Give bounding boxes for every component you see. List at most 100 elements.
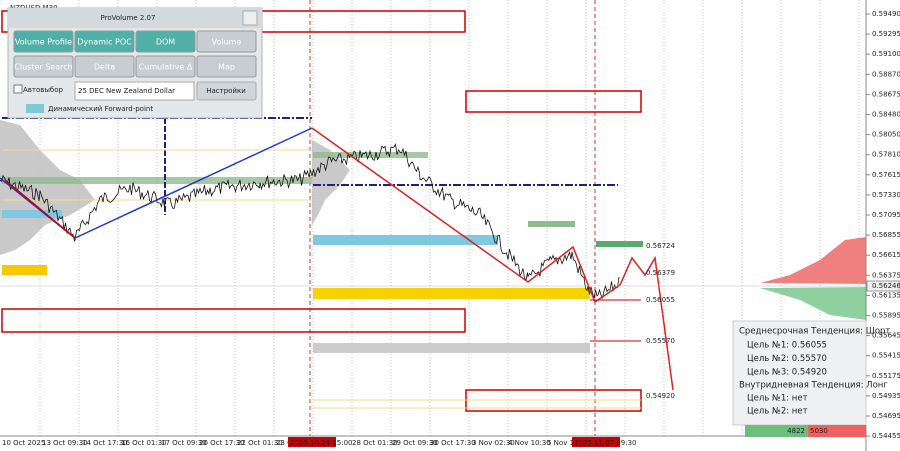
settings-button[interactable] (196, 81, 257, 101)
instrument-select[interactable] (74, 81, 195, 101)
cursor-time: 2025.10.24 15:00 (290, 439, 352, 447)
checkbox[interactable] (13, 84, 23, 94)
auto-label: Автовыбор (23, 86, 64, 94)
panel-button[interactable] (74, 30, 135, 53)
zone (596, 241, 643, 247)
target-label: Цель №1: 0.56055 (747, 341, 827, 351)
target-label: Цель №2: 0.55570 (747, 354, 827, 364)
cursor-time-box (572, 437, 620, 447)
volume-profile (0, 120, 350, 255)
panel-button-label: Dynamic POC (77, 38, 132, 47)
panel-button-label: Map (218, 63, 235, 72)
volume-sell (808, 425, 866, 437)
panel-button-label: Cluster Search (14, 63, 72, 72)
price-label: 0.56615 (872, 251, 900, 259)
zone (313, 343, 590, 353)
target-label: Цель №1: нет (747, 394, 808, 404)
zone (313, 152, 428, 158)
time-label: 22 Oct 01:30 (237, 439, 283, 447)
panel-button[interactable] (196, 30, 257, 53)
close-button[interactable] (242, 10, 258, 26)
time-label: 28 Oct 01:30 (352, 439, 398, 447)
volume-sell-label: 5030 (810, 427, 828, 435)
level-label: 0.56055 (646, 296, 675, 304)
price-label: 0.55895 (872, 312, 900, 320)
zone (2, 265, 47, 275)
price-label: 0.57615 (872, 171, 900, 179)
price-label: 0.56135 (872, 291, 900, 299)
info-title: Внутридневная Тенденция: Лонг (739, 381, 888, 391)
depth-bid (760, 287, 866, 320)
time-label: 5 Nov 18 (547, 439, 578, 447)
time-label: 3 Nov 02:30 (472, 439, 515, 447)
panel-button[interactable] (13, 55, 74, 78)
cursor-time: 2025.11.07 09:30 (574, 439, 636, 447)
time-label: 13 Oct 09:30 (42, 439, 88, 447)
price-label: 0.54455 (872, 432, 900, 440)
zone (2, 210, 62, 218)
level-label: 0.56379 (646, 269, 675, 277)
panel-button[interactable] (196, 55, 257, 78)
time-label: 10 Oct 2025 (2, 439, 45, 447)
price-line (0, 143, 620, 300)
zone-box (465, 90, 642, 113)
depth-ask (760, 237, 866, 284)
time-label: 14 Oct 17:30 (82, 439, 128, 447)
current-price: 0.56246 (872, 282, 900, 290)
price-label: 0.54695 (872, 412, 900, 420)
price-label: 0.58480 (872, 111, 900, 119)
time-label: 30 Oct 17:30 (430, 439, 476, 447)
price-label: 0.55645 (872, 332, 900, 340)
panel-button[interactable] (13, 30, 74, 53)
panel-titlebar (8, 8, 262, 28)
panel-button[interactable] (74, 55, 135, 78)
panel-button-label: Cumulative Δ (139, 63, 193, 72)
level-label: 0.56724 (646, 242, 675, 250)
price-label: 0.58675 (872, 90, 900, 98)
price-label: 0.56375 (872, 271, 900, 279)
target-label: Цель №3: 0.54920 (747, 368, 827, 378)
forward-label: Динамический Forward-point (48, 105, 153, 113)
time-label: 4 Nov 10:30 (508, 439, 551, 447)
provolume-panel: ProVolume 2.07 Volume Profile Dynamic POC… (7, 7, 263, 119)
price-label: 0.58050 (872, 131, 900, 139)
price-label: 0.59490 (872, 10, 900, 18)
price-label: 0.57095 (872, 211, 900, 219)
volume-buy (745, 425, 808, 437)
panel-button-label: DOM (156, 38, 175, 47)
price-label: 0.55415 (872, 352, 900, 360)
price-label: 0.58870 (872, 70, 900, 78)
time-label: 16 Oct 01:30 (121, 439, 167, 447)
current-price-box (866, 280, 900, 292)
panel-title: ProVolume 2.07 (101, 14, 156, 22)
price-label: 0.54935 (872, 392, 900, 400)
panel-button-label: Volume Profile (15, 38, 72, 47)
time-label: 23 O (276, 439, 293, 447)
time-label: 29 Oct 09:30 (392, 439, 438, 447)
zone (313, 235, 498, 245)
price-label: 0.57810 (872, 151, 900, 159)
trend-line (4, 179, 76, 239)
zone-box (1, 308, 466, 333)
info-title: Среднесрочная Тенденция: Шорт (739, 327, 890, 337)
level-label: 0.55570 (646, 337, 675, 345)
panel-button-label: Volume (212, 38, 242, 47)
panel-button[interactable] (135, 55, 196, 78)
info-box (732, 320, 867, 426)
price-label: 0.59295 (872, 30, 900, 38)
forward-toggle[interactable] (26, 104, 44, 113)
panel-button-label: Delta (94, 63, 115, 72)
price-label: 0.55175 (872, 372, 900, 380)
level-label: 0.54920 (646, 392, 675, 400)
time-label: 20 Oct 17:30 (199, 439, 245, 447)
cursor-time-box (288, 437, 336, 447)
time-axis (0, 436, 866, 451)
volume-buy-label: 4822 (787, 427, 805, 435)
zone (2, 177, 312, 184)
zone (313, 288, 590, 299)
time-label: 17 Oct 09:30 (161, 439, 207, 447)
zone (528, 221, 575, 227)
panel-button[interactable] (135, 30, 196, 53)
price-label: 0.56855 (872, 231, 900, 239)
